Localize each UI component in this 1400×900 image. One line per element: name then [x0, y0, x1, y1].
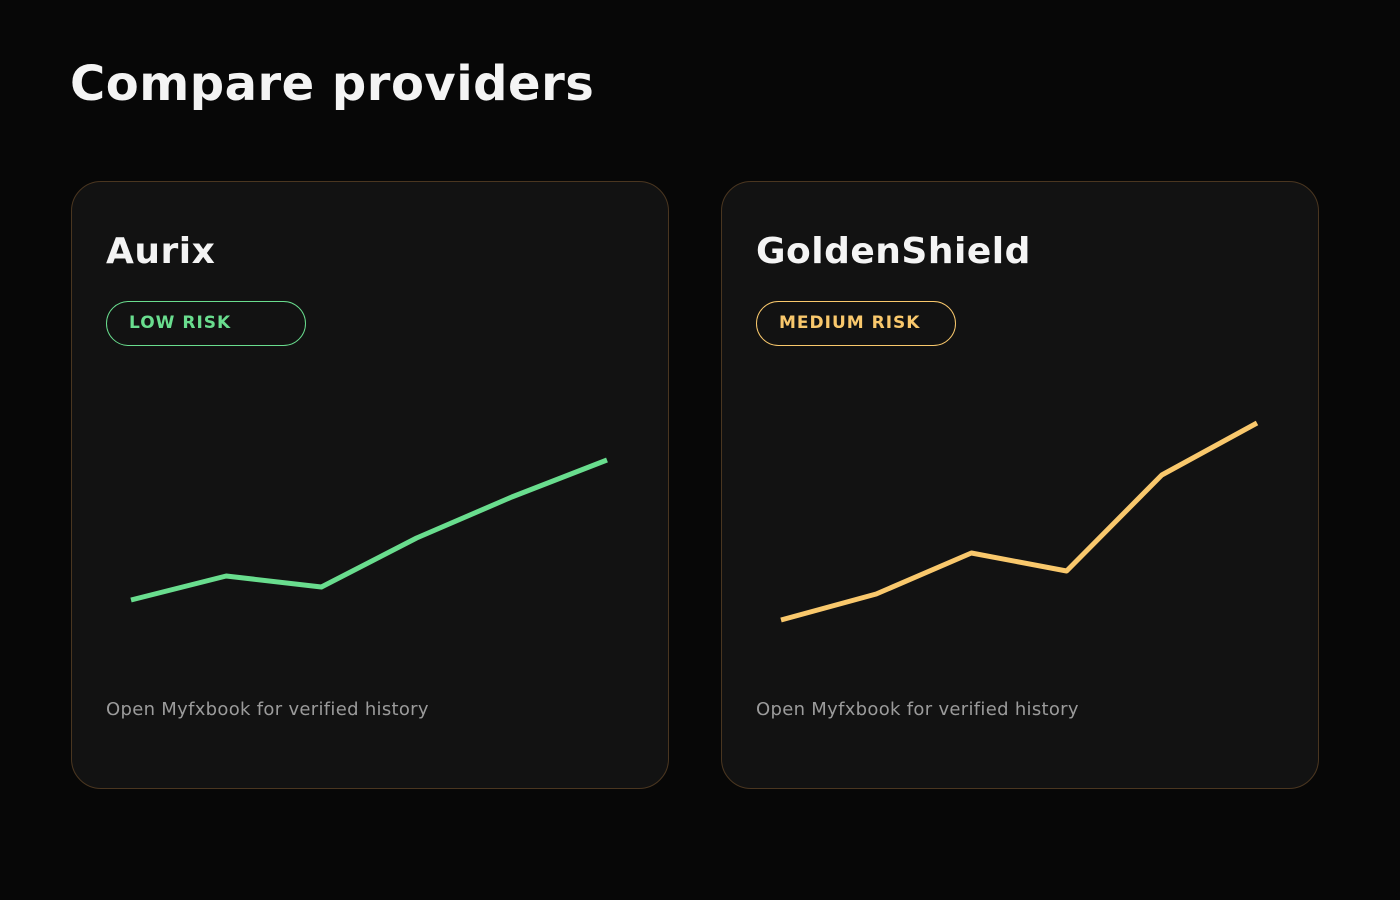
risk-badge: LOW RISK: [106, 301, 306, 346]
provider-card-aurix[interactable]: Aurix LOW RISK Open Myfxbook for verifie…: [71, 181, 669, 789]
page-title: Compare providers: [70, 56, 595, 112]
sparkline-path: [780, 420, 1259, 623]
risk-badge: MEDIUM RISK: [756, 301, 956, 346]
provider-card-goldenshield[interactable]: GoldenShield MEDIUM RISK Open Myfxbook f…: [721, 181, 1319, 789]
provider-name: GoldenShield: [756, 231, 1031, 272]
myfxbook-link[interactable]: Open Myfxbook for verified history: [106, 699, 429, 720]
provider-name: Aurix: [106, 231, 216, 272]
sparkline-path: [130, 457, 608, 603]
myfxbook-link[interactable]: Open Myfxbook for verified history: [756, 699, 1079, 720]
